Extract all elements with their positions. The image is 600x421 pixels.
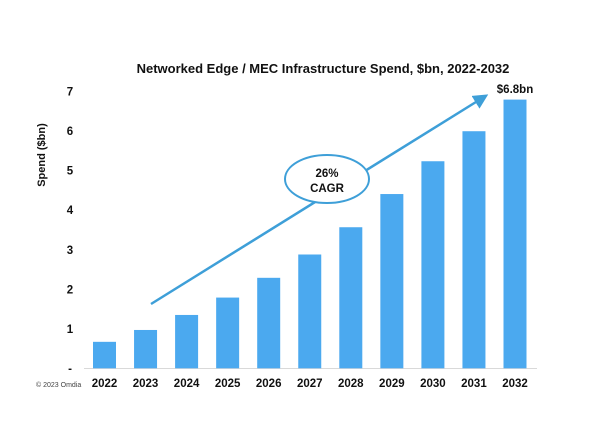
- bar-2028: [339, 227, 363, 369]
- last-bar-label: $6.8bn: [497, 84, 533, 96]
- bar-2032: [503, 99, 527, 369]
- bar-2023: [134, 329, 158, 369]
- y-tick-label: 5: [67, 166, 74, 178]
- y-axis-label: Spend ($bn): [36, 123, 48, 187]
- x-tick-label: 2032: [502, 378, 528, 390]
- x-tick-label: 2024: [174, 378, 200, 390]
- bar-2026: [257, 277, 281, 369]
- bar-2025: [216, 297, 240, 369]
- bar-2029: [380, 194, 404, 369]
- y-axis-ticks: - 1 2 3 4 5 6 7: [67, 87, 74, 376]
- chart-title: Networked Edge / MEC Infrastructure Spen…: [137, 61, 510, 76]
- y-tick-label: 2: [67, 284, 73, 296]
- x-tick-label: 2023: [133, 378, 159, 390]
- bar-2031: [462, 131, 486, 369]
- y-tick-label: 7: [67, 87, 73, 99]
- y-tick-label: 4: [67, 205, 74, 217]
- y-tick-label: 6: [67, 126, 73, 138]
- cagr-label: CAGR: [310, 183, 345, 195]
- y-tick-label: 1: [67, 324, 74, 336]
- bar-2022: [93, 341, 116, 369]
- x-axis-ticks: 2022 2023 2024 2025 2026 2027 2028 2029 2030 2031…: [92, 378, 528, 390]
- x-tick-label: 2029: [379, 378, 405, 390]
- source-note: © 2023 Omdia: [36, 381, 81, 389]
- cagr-ellipse: [284, 154, 370, 204]
- x-tick-label: 2027: [297, 378, 323, 390]
- bar-2030: [421, 161, 445, 369]
- bar-2027: [298, 254, 322, 369]
- x-tick-label: 2030: [420, 378, 446, 390]
- x-tick-label: 2022: [92, 378, 118, 390]
- x-tick-label: 2028: [338, 378, 364, 390]
- x-tick-label: 2025: [215, 378, 241, 390]
- x-tick-label: 2031: [461, 378, 487, 390]
- cagr-value: 26%: [315, 168, 338, 180]
- bars: [93, 99, 527, 369]
- bar-2024: [175, 314, 199, 369]
- x-tick-label: 2026: [256, 378, 282, 390]
- y-tick-label: 3: [67, 245, 73, 257]
- y-tick-label: -: [68, 363, 72, 375]
